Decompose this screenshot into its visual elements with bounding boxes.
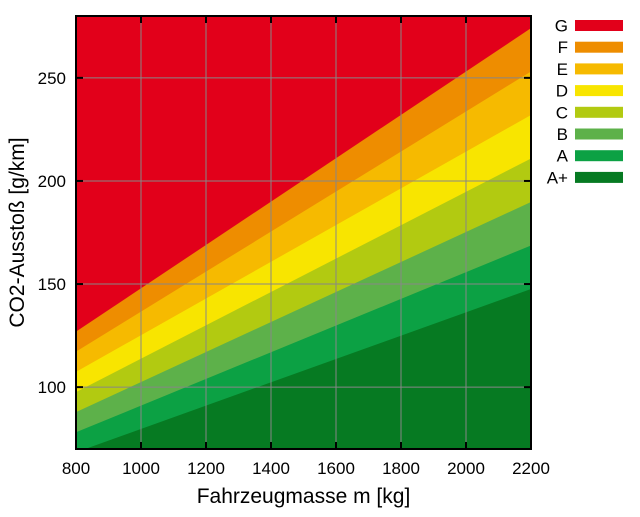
xtick-label-1400: 1400 [252, 459, 290, 478]
ytick-label-250: 250 [38, 69, 66, 88]
legend-swatch-B [575, 128, 623, 140]
xtick-label-1600: 1600 [317, 459, 355, 478]
xtick-label-2000: 2000 [447, 459, 485, 478]
xtick-label-1000: 1000 [122, 459, 160, 478]
legend-item-A+: A+ [547, 168, 623, 187]
legend-swatch-A+ [575, 171, 623, 183]
band-A+ [85, 288, 531, 449]
xtick-label-800: 800 [62, 459, 90, 478]
legend-item-E: E [557, 60, 623, 79]
legend-item-D: D [556, 82, 623, 101]
legend-item-A: A [557, 147, 623, 166]
legend-item-F: F [558, 38, 623, 57]
ytick-label-200: 200 [38, 172, 66, 191]
legend-label-E: E [557, 60, 568, 79]
legend-label-D: D [556, 82, 568, 101]
x-axis-title: Fahrzeugmasse m [kg] [197, 485, 411, 508]
legend-swatch-C [575, 106, 623, 118]
legend-label-A+: A+ [547, 168, 568, 187]
grid-layer [76, 16, 531, 449]
legend-label-A: A [557, 147, 569, 166]
legend-swatch-F [575, 41, 623, 53]
legend-swatch-E [575, 63, 623, 75]
legend-label-C: C [556, 103, 568, 122]
y-axis-title: CO2-Ausstoß [g/km] [6, 137, 29, 327]
legend-label-B: B [557, 125, 568, 144]
ytick-label-100: 100 [38, 378, 66, 397]
tick-label-layer: 800 1000 1200 1400 1600 1800 2000 2200 100 150 200… [38, 69, 550, 478]
legend-swatch-G [575, 20, 623, 31]
legend-item-G: G [555, 17, 623, 36]
legend-item-B: B [557, 125, 623, 144]
ytick-label-150: 150 [38, 275, 66, 294]
legend-swatch-D [575, 85, 623, 97]
legend-item-C: C [556, 103, 623, 122]
xtick-label-1800: 1800 [382, 459, 420, 478]
plot-border [75, 15, 532, 450]
legend-label-G: G [555, 17, 568, 36]
band-layer [76, 16, 531, 449]
xtick-label-1200: 1200 [187, 459, 225, 478]
legend-swatch-A [575, 150, 623, 162]
xtick-label-2200: 2200 [512, 459, 550, 478]
legend-label-F: F [558, 38, 568, 57]
